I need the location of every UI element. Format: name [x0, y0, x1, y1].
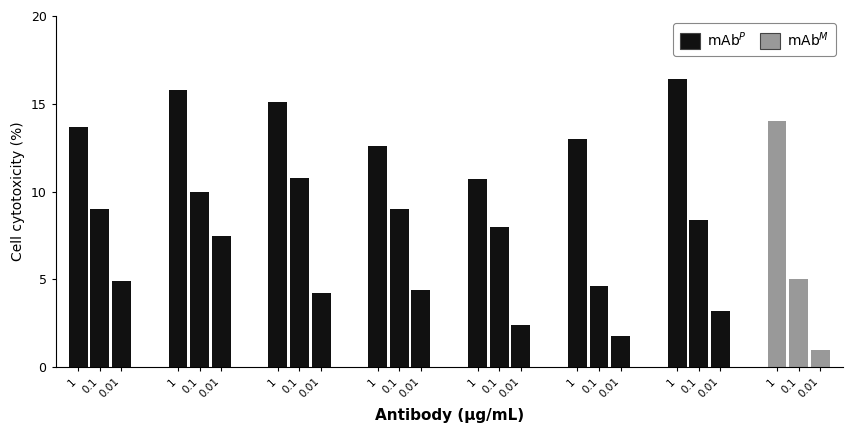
Bar	[767, 122, 786, 367]
Bar	[411, 290, 430, 367]
Bar	[69, 127, 88, 367]
Bar	[809, 350, 829, 367]
Bar	[667, 79, 686, 367]
Bar	[290, 178, 309, 367]
Bar	[688, 220, 707, 367]
Bar	[788, 279, 807, 367]
Bar	[390, 209, 409, 367]
Bar	[511, 325, 530, 367]
Bar	[190, 192, 209, 367]
Bar	[212, 236, 230, 367]
Y-axis label: Cell cytotoxicity (%): Cell cytotoxicity (%)	[11, 122, 25, 261]
Bar	[589, 286, 607, 367]
Bar	[90, 209, 109, 367]
Bar	[368, 146, 386, 367]
Bar	[711, 311, 729, 367]
X-axis label: Antibody (μg/mL): Antibody (μg/mL)	[374, 408, 523, 423]
Bar	[567, 139, 586, 367]
Bar	[311, 293, 330, 367]
Bar	[268, 102, 287, 367]
Bar	[168, 90, 188, 367]
Bar	[467, 179, 486, 367]
Bar	[489, 227, 508, 367]
Legend: mAb$^{P}$, mAb$^{M}$: mAb$^{P}$, mAb$^{M}$	[673, 23, 835, 56]
Bar	[112, 281, 131, 367]
Bar	[611, 335, 630, 367]
